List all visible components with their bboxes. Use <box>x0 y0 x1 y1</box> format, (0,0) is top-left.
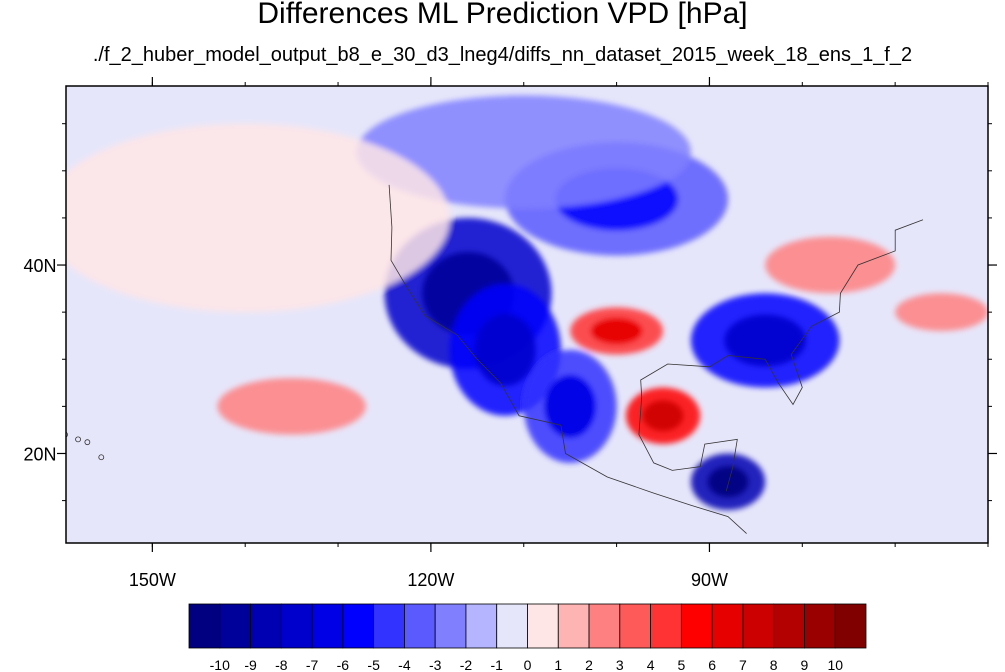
colorbar-label: 8 <box>770 657 778 672</box>
field-region <box>66 123 450 313</box>
coastline <box>640 219 924 406</box>
field-region <box>217 378 366 435</box>
field-region-core <box>707 466 749 498</box>
colorbar-swatch <box>311 603 344 649</box>
y-tick-label: 20N <box>23 444 56 464</box>
chart-subtitle: ./f_2_huber_model_output_b8_e_30_d3_lneg… <box>92 44 913 66</box>
colorbar-label: 1 <box>554 657 562 672</box>
field-region-core <box>724 314 807 367</box>
island-outline <box>66 431 68 438</box>
coastline <box>388 184 747 534</box>
field-region-core <box>474 313 536 387</box>
colorbar-swatch <box>773 603 805 649</box>
vpd-difference-field <box>66 95 988 511</box>
x-tick-label: 120W <box>407 570 454 590</box>
x-tick-label: 90W <box>691 570 728 590</box>
colorbar-label: -6 <box>337 657 350 672</box>
colorbar-swatch <box>680 603 713 649</box>
colorbar-label: -1 <box>491 657 504 672</box>
colorbar-label: 6 <box>708 657 716 672</box>
colorbar-swatch <box>650 603 682 649</box>
colorbar-label: -7 <box>306 657 319 672</box>
colorbar-swatch <box>434 603 467 649</box>
colorbar-label: 3 <box>616 657 624 672</box>
coastlines <box>66 184 924 534</box>
colorbar-swatch <box>342 603 375 649</box>
field-region <box>356 95 691 209</box>
field-region-core <box>544 375 596 438</box>
colorbar-swatch <box>404 603 436 649</box>
colorbar-label: -5 <box>367 657 380 672</box>
coastline <box>638 396 738 492</box>
island-outline <box>98 454 105 461</box>
field-region-core <box>642 400 684 432</box>
colorbar-swatch <box>219 603 251 649</box>
colorbar-label: 4 <box>647 657 655 672</box>
colorbar-swatch <box>804 603 836 649</box>
colorbar-label: 0 <box>524 657 532 672</box>
field-region <box>895 293 988 331</box>
colorbar-swatch <box>496 603 528 649</box>
colorbar-label: -3 <box>429 657 442 672</box>
colorbar-swatch <box>619 603 651 649</box>
x-tick-label: 150W <box>129 570 176 590</box>
colorbar-swatch <box>711 603 744 649</box>
colorbar-label: -2 <box>460 657 473 672</box>
colorbar-label: -8 <box>275 657 288 672</box>
colorbar-swatch <box>527 603 559 649</box>
colorbar-label: 9 <box>801 657 809 672</box>
field-region <box>765 236 896 294</box>
colorbar-swatch <box>557 603 590 649</box>
colorbar-swatch <box>834 603 867 649</box>
colorbar-swatch <box>280 603 313 649</box>
colorbar-swatch <box>588 603 621 649</box>
colorbar-swatch <box>373 603 405 649</box>
colorbar-swatch <box>188 603 221 649</box>
colorbar-label: -10 <box>210 657 230 672</box>
colorbar-swatch <box>742 603 775 649</box>
y-tick-label: 40N <box>23 256 56 276</box>
colorbar-label: -4 <box>398 657 411 672</box>
map-frame <box>65 85 989 544</box>
colorbar-label: 10 <box>827 657 843 672</box>
map-panel <box>66 86 988 543</box>
island-outline <box>75 436 81 443</box>
colorbar-label: 2 <box>585 657 593 672</box>
colorbar-label: 5 <box>677 657 685 672</box>
chart-title: Differences ML Prediction VPD [hPa] <box>257 0 748 30</box>
colorbar-swatch <box>250 603 282 649</box>
field-region-core <box>591 318 643 344</box>
colorbar: -10 -9 -8 -7 -6 -5 -4 -3 -2 -1 0 1 2 3 4 5 6 7 8 9 10 <box>188 603 867 672</box>
colorbar-label: 7 <box>739 657 747 672</box>
colorbar-swatch <box>465 603 498 649</box>
island-outline <box>84 439 91 446</box>
map-axes: 150W 120W 90W 40N 20N <box>23 77 997 590</box>
colorbar-label: -9 <box>244 657 257 672</box>
